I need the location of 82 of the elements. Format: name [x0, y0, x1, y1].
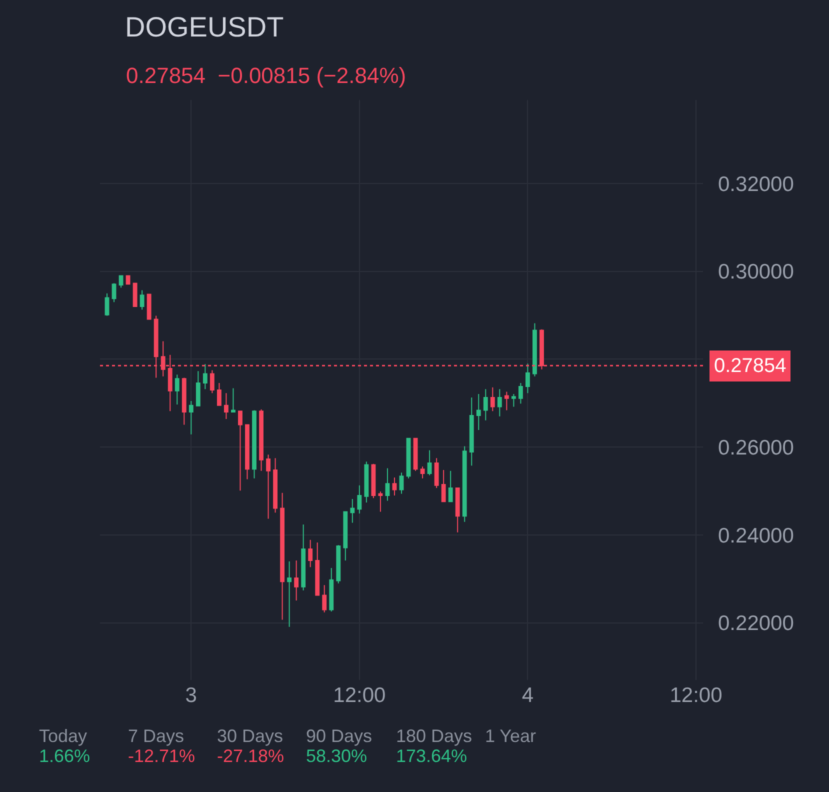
candlestick [196, 370, 200, 406]
y-tick-label: 0.24000 [718, 524, 794, 548]
candlestick [210, 370, 214, 394]
candlestick [132, 282, 138, 308]
candlestick [287, 560, 292, 628]
candlestick [364, 461, 369, 503]
candlestick [140, 290, 144, 310]
candlestick [112, 282, 116, 303]
candlestick [266, 454, 270, 520]
candlestick [504, 391, 509, 411]
chart-subtitle: 0.27854 −0.00815 (−2.84%) [126, 63, 406, 88]
x-tick-label: 12:00 [670, 684, 722, 707]
candlestick [497, 388, 502, 417]
candlestick [448, 470, 453, 502]
ref-line-label: 0.27854 [714, 355, 786, 377]
candlestick [392, 476, 397, 496]
candlestick [336, 544, 341, 584]
candlestick [238, 410, 242, 492]
candlestick [224, 392, 228, 420]
text: Today [39, 726, 88, 746]
candlestick [483, 388, 488, 421]
text: 180 Days [396, 726, 472, 746]
text: 90 Days [306, 726, 372, 746]
candlestick [420, 466, 425, 479]
chart-title: DOGEUSDT [125, 11, 284, 42]
y-tick-label: 0.32000 [718, 172, 794, 196]
candlestick [357, 484, 362, 514]
candlestick [294, 560, 299, 601]
text: 7 Days [128, 726, 184, 746]
candlestick [174, 374, 180, 405]
text: 173.64% [396, 746, 468, 766]
candlestick [231, 388, 236, 412]
candlestick [202, 364, 208, 390]
candlestick [126, 275, 130, 285]
candlestick [322, 584, 327, 613]
candlestick [476, 393, 481, 430]
x-tick-label: 3 [185, 684, 197, 707]
candlestick [315, 542, 320, 596]
candlestick [518, 382, 523, 404]
text: 30 Days [217, 726, 284, 746]
y-tick-label: 0.30000 [718, 260, 794, 284]
candlestick [490, 386, 495, 412]
candlestick [350, 498, 355, 524]
candlestick [280, 492, 285, 620]
candlestick [532, 322, 537, 377]
x-tick-label: 4 [522, 684, 534, 707]
candlestick [245, 424, 250, 480]
candlestick [378, 491, 383, 512]
text: 1.66% [39, 746, 90, 766]
candlestick [301, 524, 306, 591]
candlestick [462, 446, 467, 522]
candlestick [118, 275, 124, 288]
text: -27.18% [217, 746, 284, 766]
candlestick [104, 292, 110, 316]
candlestick [188, 400, 194, 435]
candlestick [216, 382, 222, 406]
candlestick [385, 468, 390, 502]
candlestick [406, 438, 411, 479]
candlestick [511, 393, 516, 408]
text: 1 Year [485, 726, 536, 746]
text: -12.71% [128, 746, 196, 766]
x-tick-label: 12:00 [333, 684, 386, 707]
candlestick [441, 469, 446, 502]
candlestick [525, 363, 530, 394]
candlestick [455, 487, 460, 533]
candlestick [182, 377, 186, 426]
candlestick [252, 410, 256, 479]
y-tick-label: 0.22000 [718, 612, 794, 636]
candlestick [371, 463, 376, 499]
candlestick [399, 472, 404, 494]
candlestick [259, 408, 264, 472]
candlestick [434, 458, 439, 488]
candlestick [413, 438, 418, 472]
candlestick [146, 294, 152, 320]
candlestick [469, 396, 474, 466]
text: 58.30% [306, 746, 368, 766]
candlestick [273, 458, 278, 514]
candlestick [427, 450, 432, 476]
y-tick-label: 0.26000 [718, 436, 794, 460]
candlestick [329, 567, 334, 612]
candlestick [308, 539, 313, 568]
candlestick [343, 511, 348, 561]
